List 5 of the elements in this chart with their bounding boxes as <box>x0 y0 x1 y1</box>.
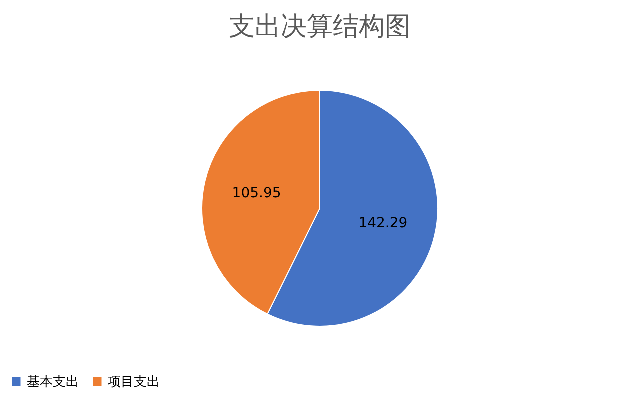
data-label: 142.29 <box>358 215 408 232</box>
chart-title: 支出决算结构图 <box>229 12 411 42</box>
legend-label: 基本支出 <box>27 374 79 390</box>
data-label: 105.95 <box>232 186 282 202</box>
legend-label: 项目支出 <box>108 374 160 390</box>
